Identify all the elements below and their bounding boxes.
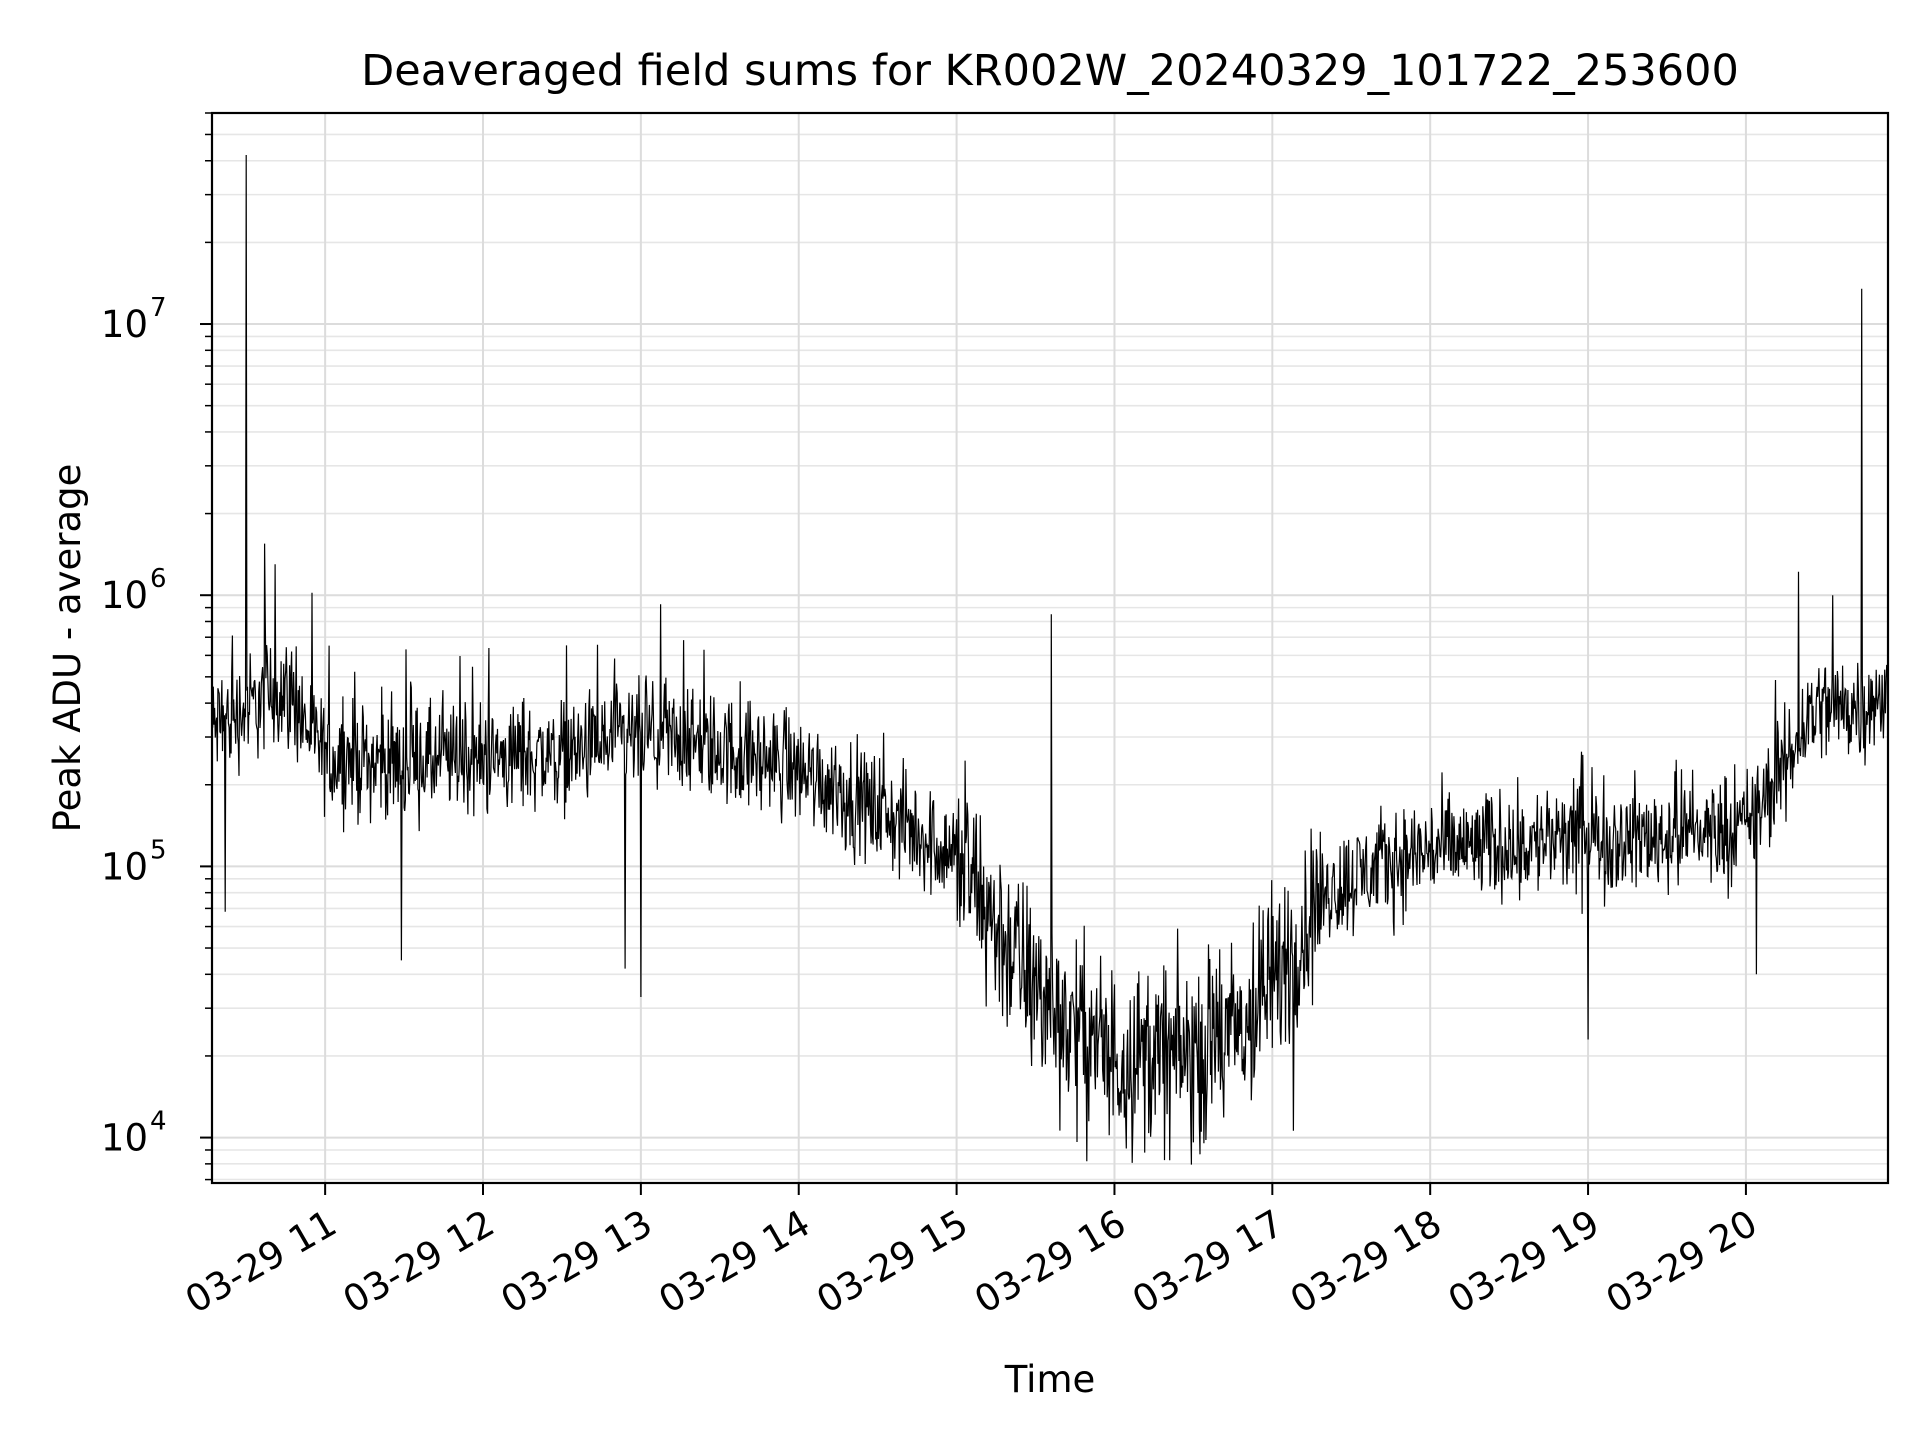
y-tick-label: 10 (101, 845, 148, 888)
y-tick-exponent: 4 (150, 1107, 167, 1137)
y-axis-label: Peak ADU - average (46, 464, 89, 833)
y-tick-label: 10 (101, 303, 148, 346)
chart-title: Deaveraged field sums for KR002W_2024032… (361, 46, 1739, 96)
series-line (211, 154, 1889, 1165)
plot-area-frame (210, 111, 1890, 1185)
y-tick-label: 10 (101, 1117, 148, 1160)
y-tick-label: 10 (101, 574, 148, 617)
y-tick-exponent: 7 (150, 293, 167, 323)
y-tick-exponent: 5 (150, 835, 167, 865)
data-line-layer (211, 154, 1889, 1165)
y-tick-exponent: 6 (150, 564, 167, 594)
x-axis-label: Time (1004, 1358, 1096, 1401)
